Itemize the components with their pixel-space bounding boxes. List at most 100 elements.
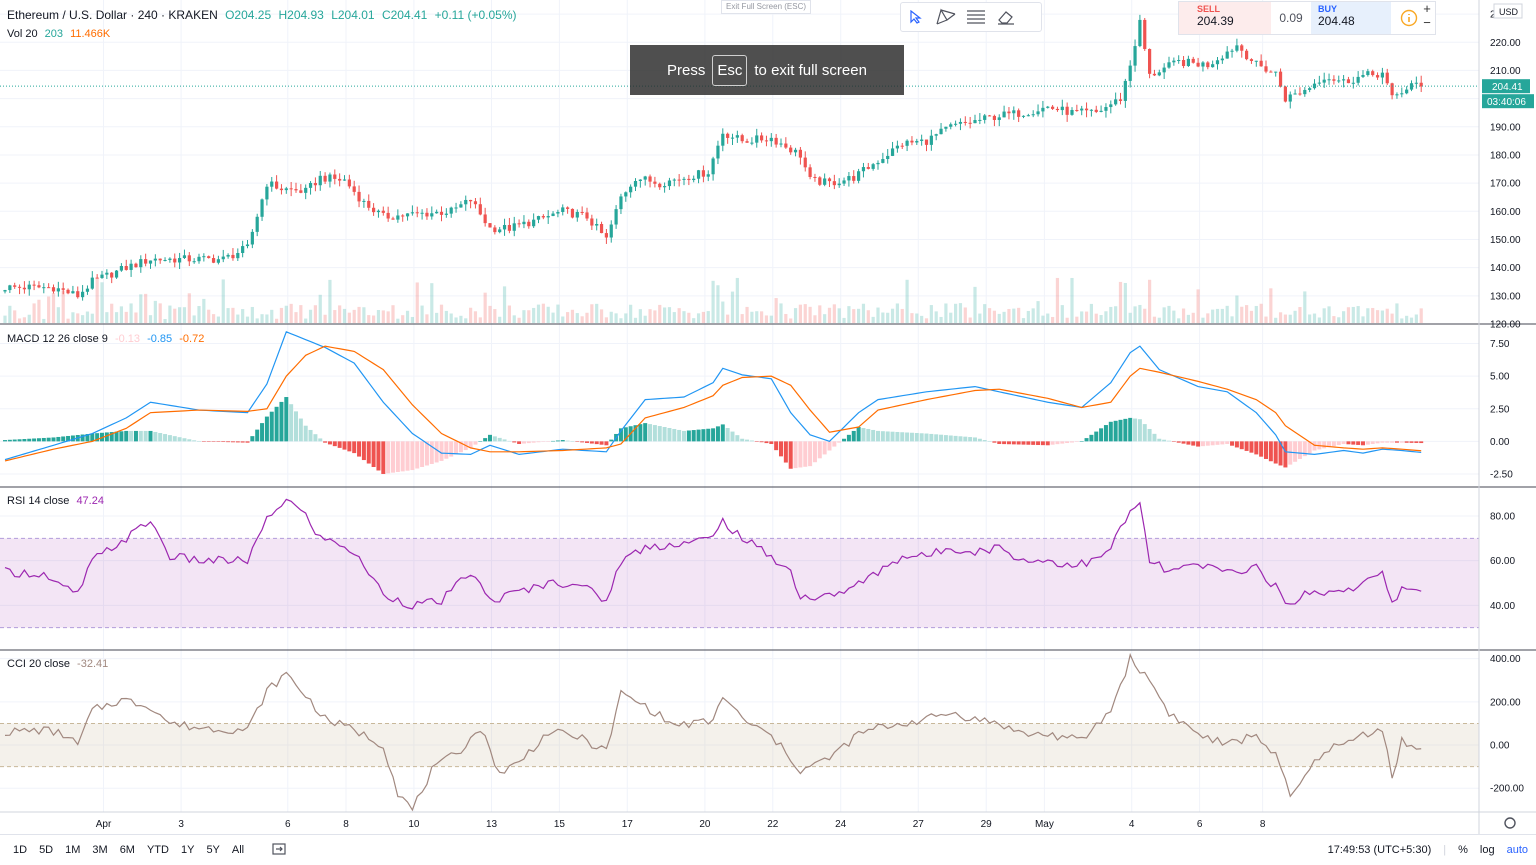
macd-histogram-bar (138, 430, 143, 442)
candle-body (1080, 108, 1084, 111)
volume-bar (857, 308, 861, 323)
macd-histogram-bar (1108, 421, 1113, 442)
volume-bar (114, 312, 119, 323)
candle-body (347, 179, 351, 187)
auto-toggle[interactable]: auto (1506, 844, 1528, 856)
candle-body (449, 207, 453, 214)
candle-body (546, 216, 550, 218)
sell-button[interactable]: SELL 204.39 (1179, 2, 1271, 34)
volume-bar (895, 303, 899, 323)
fib-tool[interactable] (961, 4, 991, 30)
macd-histogram-bar (1070, 441, 1074, 443)
candle-body (1196, 62, 1200, 67)
timeframe-3m[interactable]: 3M (92, 844, 108, 856)
candle-body (1264, 66, 1268, 72)
macd-histogram-bar (594, 441, 599, 445)
candle-body (372, 207, 376, 213)
macd-histogram-bar (919, 433, 924, 442)
macd-histogram-bar (827, 441, 832, 451)
candle-body (818, 177, 822, 185)
volume-bar (483, 292, 487, 323)
candle-body (202, 256, 206, 258)
exit-fullscreen-button[interactable]: Exit Full Screen (ESC) (721, 0, 812, 14)
macd-histogram-bar (793, 441, 798, 469)
candle-body (527, 221, 531, 227)
candle-body (1322, 79, 1326, 83)
candle-body (963, 121, 967, 123)
timeframe-1d[interactable]: 1D (13, 844, 28, 856)
candle-body (769, 137, 773, 142)
candle-body (1186, 58, 1190, 67)
volume-bar (299, 305, 303, 323)
timeframe-1m[interactable]: 1M (65, 844, 81, 856)
volume-bar (1356, 306, 1360, 323)
candle-body (1235, 45, 1239, 51)
volume-bar (706, 311, 710, 323)
plus-icon[interactable]: + (1423, 1, 1431, 16)
candle-body (677, 179, 681, 181)
macd-histogram-bar (197, 441, 201, 442)
macd-histogram-bar (1060, 441, 1065, 444)
macd-histogram-bar (1123, 418, 1128, 442)
volume-bar (323, 314, 327, 323)
macd-histogram-bar (1026, 441, 1031, 445)
candle-body (701, 170, 705, 177)
gear-icon[interactable] (1504, 817, 1516, 829)
macd-histogram-bar (226, 441, 231, 443)
macd-histogram-bar (779, 441, 783, 457)
volume-bar (211, 314, 216, 323)
goto-date-button[interactable] (271, 842, 287, 859)
timeframe-5y[interactable]: 5Y (206, 844, 220, 856)
minus-icon[interactable]: − (1423, 15, 1431, 30)
info-button[interactable] (1391, 2, 1427, 34)
macd-histogram-bar (1103, 425, 1108, 442)
macd-histogram-bar (192, 440, 197, 442)
timeframe-5d[interactable]: 5D (39, 844, 54, 856)
rsi-line (4, 498, 1422, 610)
volume-bar (924, 318, 929, 323)
rsi-value: 47.24 (76, 495, 104, 507)
volume-bar (774, 298, 778, 323)
volume-bar (1240, 306, 1244, 323)
volume-bar (978, 313, 982, 323)
macd-histogram-bar (1365, 441, 1370, 445)
macd-histogram-bar (444, 441, 449, 459)
volume-bar (609, 311, 613, 323)
volume-bar (1114, 306, 1118, 323)
candle-body (100, 274, 104, 278)
timeframe-6m[interactable]: 6M (119, 844, 135, 856)
macd-histogram-bar (691, 430, 696, 442)
log-toggle[interactable]: log (1479, 844, 1495, 856)
volume-bar (202, 298, 206, 323)
cursor-tool[interactable] (901, 4, 931, 30)
candle-body (1346, 79, 1351, 84)
eraser-tool[interactable] (991, 4, 1021, 30)
volume-bar (595, 303, 599, 323)
candle-body (1337, 80, 1341, 82)
candle-body (730, 137, 735, 139)
trade-panel: SELL 204.39 0.09 BUY 204.48 (1178, 1, 1436, 35)
macd-histogram-bar (332, 441, 337, 447)
timeframe-ytd[interactable]: YTD (146, 844, 169, 856)
candle-body (342, 179, 347, 181)
candle-body (56, 288, 60, 292)
candle-body (289, 188, 293, 190)
pattern-tool[interactable] (931, 4, 961, 30)
macd-histogram-bar (483, 438, 488, 442)
timeframe-1y[interactable]: 1Y (180, 844, 195, 856)
macd-histogram-bar (27, 438, 32, 442)
volume-bar (1177, 318, 1181, 323)
macd-histogram-bar (914, 433, 919, 442)
macd-histogram-bar (230, 441, 235, 443)
macd-histogram-bar (1409, 441, 1414, 443)
volume-bar (570, 309, 575, 323)
macd-histogram-bar (652, 425, 657, 442)
timeframe-all[interactable]: All (231, 844, 245, 856)
macd-histogram-bar (313, 434, 318, 442)
volume-bar (1109, 306, 1113, 323)
macd-histogram-bar (943, 435, 948, 442)
candle-body (1278, 71, 1283, 87)
percent-toggle[interactable]: % (1458, 844, 1468, 856)
buy-button[interactable]: BUY 204.48 (1311, 2, 1391, 34)
